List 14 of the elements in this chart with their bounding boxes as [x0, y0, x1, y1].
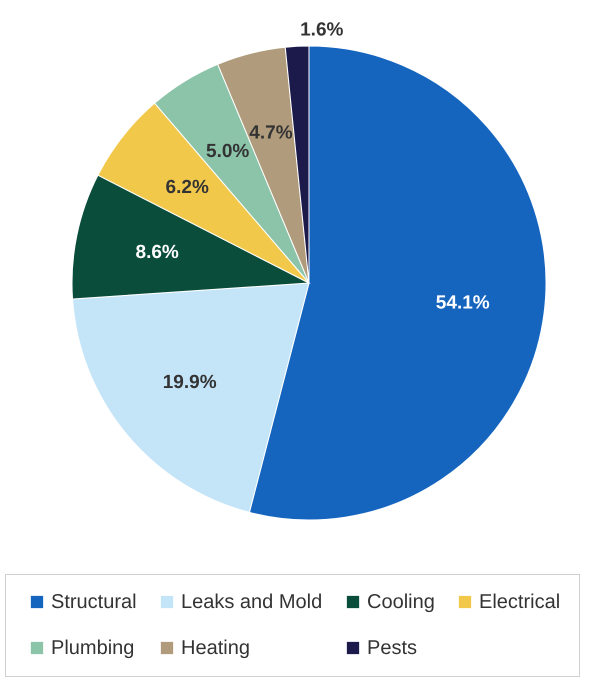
legend-label: Heating [181, 637, 250, 659]
legend-label: Cooling [367, 591, 435, 613]
legend-label: Leaks and Mold [181, 591, 322, 613]
data-label: 6.2% [166, 177, 209, 198]
legend-label: Structural [51, 591, 137, 613]
data-label: 54.1% [436, 292, 490, 314]
data-label: 1.6% [300, 19, 344, 40]
data-label: 8.6% [136, 242, 179, 263]
legend-label: Plumbing [51, 637, 134, 659]
legend-label: Pests [367, 637, 418, 659]
data-label: 5.0% [206, 141, 250, 162]
data-label: 4.7% [249, 122, 293, 144]
data-label: 19.9% [162, 372, 217, 393]
legend-label: Electrical [479, 591, 560, 613]
